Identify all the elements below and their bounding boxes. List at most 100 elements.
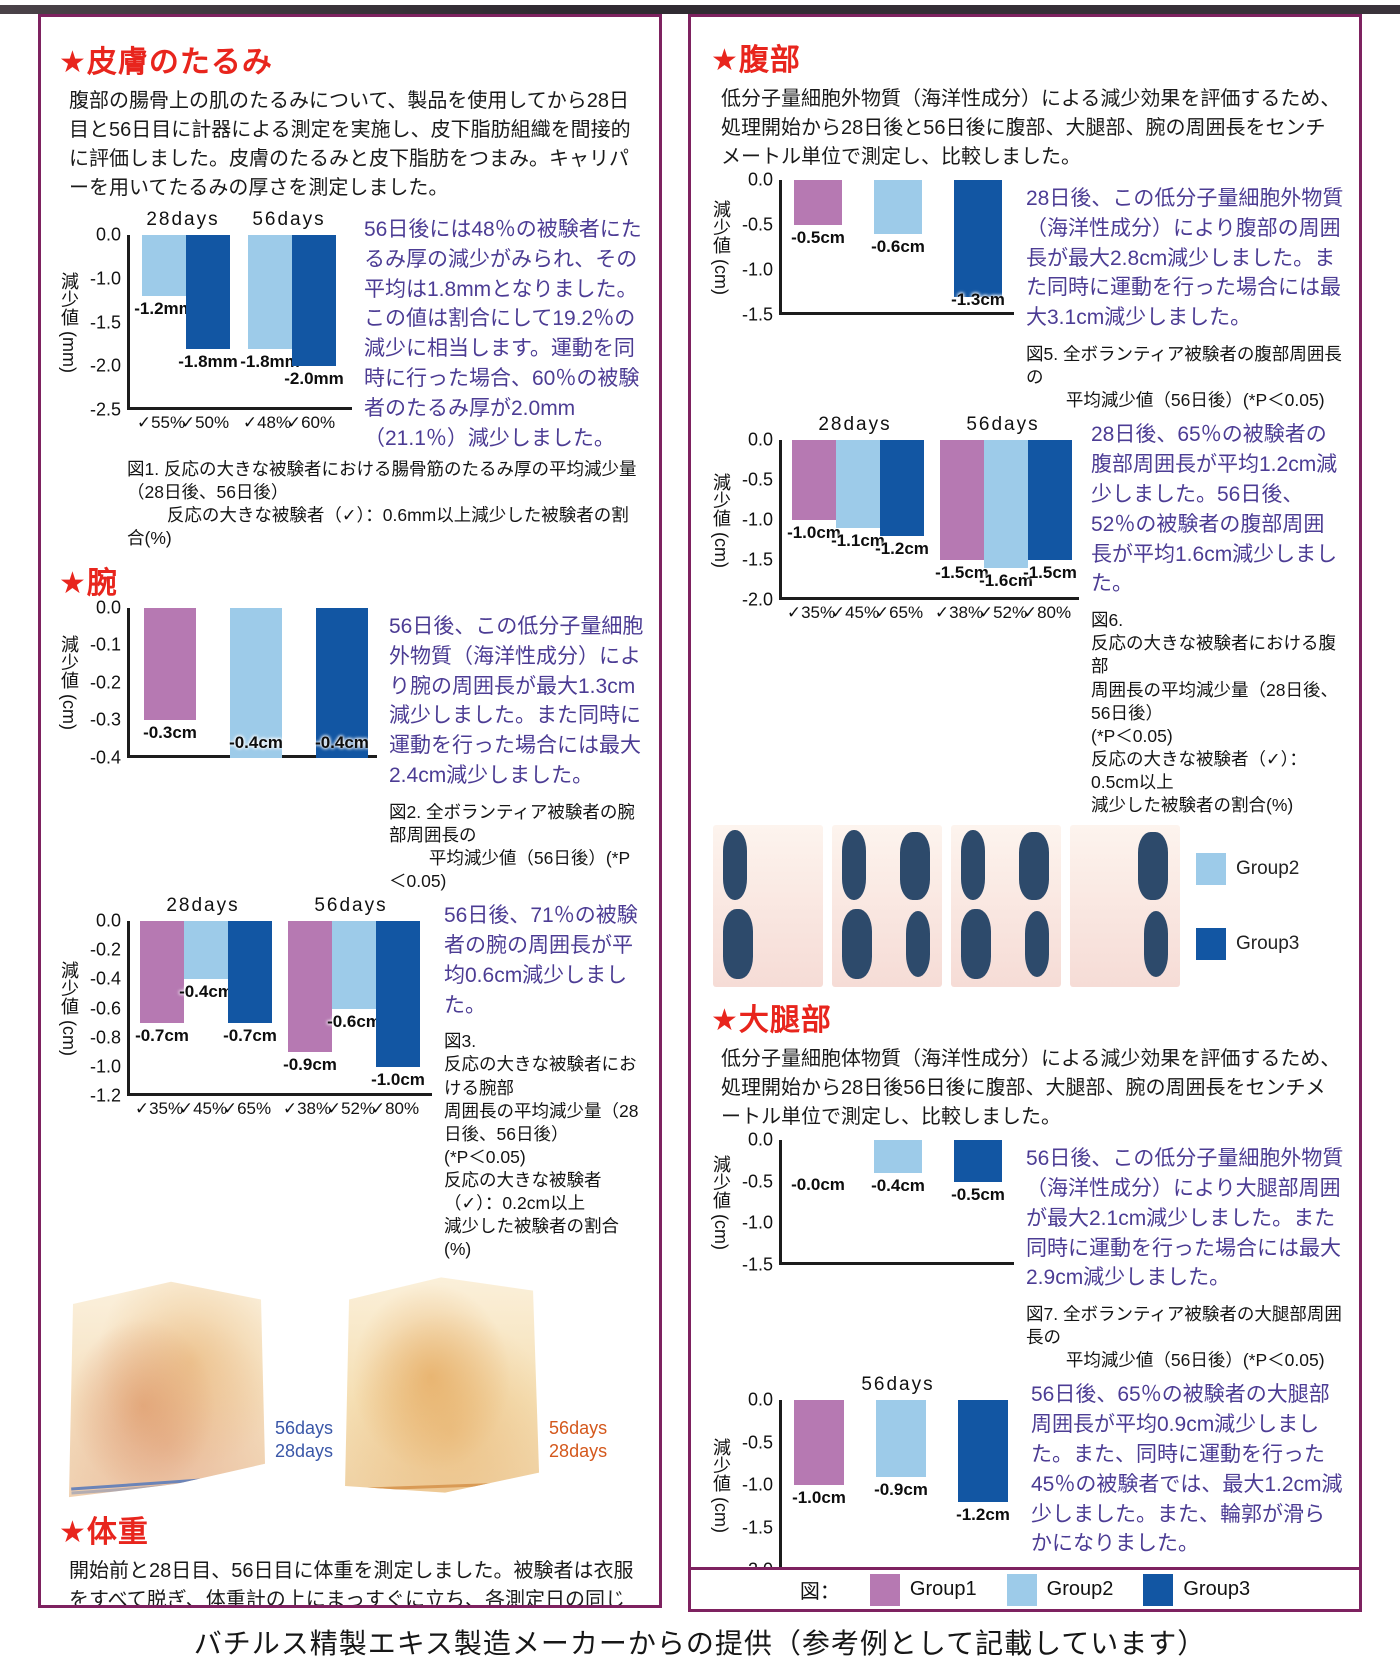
- chart-fig8-thigh-responders: 減少値 (cm)0.0-0.5-1.0-1.5-2.056days-1.0cm-…: [709, 1374, 1019, 1595]
- tick-label: -1.0: [741, 1474, 773, 1495]
- bar-value-label: -1.0cm: [371, 1069, 425, 1089]
- bar-group3: [316, 607, 368, 758]
- bar-group3: [228, 921, 272, 1024]
- bar-group2: [184, 921, 228, 980]
- tick-label: -2.0: [89, 355, 121, 376]
- tick-label: 0.0: [95, 224, 121, 245]
- fig2-text: 56日後、この低分子量細胞外物質（海洋性成分）により腕の周囲長が最大1.3cm減…: [389, 608, 645, 893]
- abdomen-silhouette-images: [713, 825, 1180, 988]
- bar-value-label: -0.9cm: [874, 1479, 928, 1499]
- chart-y-axis-label: 減少値 (cm): [59, 961, 79, 1057]
- tick-label: -1.0: [89, 1056, 121, 1077]
- tick-label: -0.8: [89, 1027, 121, 1048]
- tick-label: 0.0: [95, 910, 121, 931]
- fig2-caption: 図2. 全ボランティア被験者の腕部周囲長の 平均減少値（56日後）(*P＜0.0…: [389, 801, 635, 892]
- chart-plot-area: -0.0cm -0.4cm -0.5cm: [779, 1140, 1014, 1266]
- check-label: ✓48%: [242, 413, 292, 432]
- bar-value-label: -0.9cm: [283, 1055, 337, 1075]
- chart-group-label: 28days: [166, 895, 240, 917]
- bar-value-label: -1.2cm: [875, 539, 929, 559]
- tick-label: -0.1: [89, 634, 121, 655]
- tick-label: -1.0: [741, 509, 773, 530]
- chart-plot: -1.2mm -1.8mm -1.8mm -2.0mm: [127, 235, 352, 410]
- bar-value-label: -0.4cm: [871, 1176, 925, 1196]
- bar-group2: [984, 440, 1028, 569]
- chart-y-axis-label: 減少値 (cm): [711, 1155, 731, 1251]
- fig2-callout: 56日後、この低分子量細胞外物質（海洋性成分）により腕の周囲長が最大1.3cm減…: [389, 614, 644, 787]
- fig6-callout: 28日後、65％の被験者の腹部周囲長が平均1.2cm減少しました。56日後、52…: [1091, 423, 1338, 596]
- tick-label: -0.3: [89, 709, 121, 730]
- tick-label: -1.2: [89, 1085, 121, 1106]
- chart-check-row: ✓35% ✓45% ✓65% ✓38% ✓52% ✓80%: [779, 600, 1079, 625]
- abdomen-group-swatches: Group2 Group3: [1196, 825, 1299, 987]
- fig8-callout: 56日後、65％の被験者の大腿部周囲長が平均0.9cm減少しました。また、同時に…: [1031, 1383, 1343, 1556]
- bar-value-label: -1.1cm: [831, 531, 885, 551]
- tick-label: -1.5: [741, 304, 773, 325]
- chart-plot: -0.5cm -0.6cm -1.3cm: [779, 180, 1014, 315]
- bar-value-label: -2.0mm: [284, 369, 344, 389]
- scan-edge-strip: [0, 5, 1400, 14]
- bar-value-label: -0.6cm: [327, 1011, 381, 1031]
- chart-plot-area: 56days-1.0cm-0.9cm-1.2cm✓35%✓52%✓45%: [779, 1374, 1019, 1595]
- fig5-caption: 図5. 全ボランティア被験者の腹部周囲長の 平均減少値（56日後）(*P＜0.0…: [1026, 344, 1342, 411]
- bar-group3: [958, 1400, 1008, 1503]
- legend-item-group1: Group1: [869, 1573, 977, 1606]
- group3-color-swatch: [1143, 1573, 1174, 1606]
- group3-legend-item: Group3: [1196, 927, 1300, 960]
- chart-check-row: ✓35% ✓45% ✓65% ✓38% ✓52% ✓80%: [127, 1096, 432, 1121]
- tick-label: -1.0: [89, 268, 121, 289]
- chart-plot-area: 28days 56days -1.2mm -1.8mm -1.8mm -2.0mm ✓55%…: [127, 209, 352, 435]
- chart-y-axis-label: 減少値 (mm): [59, 272, 79, 373]
- bar-value-label: -0.7cm: [135, 1026, 189, 1046]
- chart-fig7-thigh-all-volunteers: 減少値 (cm) 0.0 -0.5 -1.0 -1.5 -0.0cm -0.4cm -0.5c…: [709, 1130, 1014, 1275]
- thigh-intro: 低分子量細胞体物質（海洋性成分）による減少効果を評価するため、処理開始から28日…: [721, 1048, 1341, 1129]
- chart-plot-area: -0.3cm -0.4cm -0.4cm: [127, 607, 377, 758]
- tick-label: -1.5: [741, 1254, 773, 1275]
- tick-label: 0.0: [747, 429, 773, 450]
- bar-group1: [140, 921, 184, 1024]
- section-title-arm: ★腕: [59, 566, 118, 600]
- check-label: ✓35%: [786, 603, 836, 623]
- bar-value-label: -0.5cm: [951, 1184, 1005, 1204]
- check-label: ✓55%: [136, 413, 186, 432]
- tick-label: -0.2: [89, 939, 121, 960]
- chart-plot-area: -0.5cm -0.6cm -1.3cm: [779, 180, 1014, 315]
- chart-plot-area: 28days 56days -0.7cm -0.4cm -0.7cm -0.9cm -0.6…: [127, 895, 432, 1121]
- check-label: ✓52%: [326, 1099, 376, 1119]
- chart-y-axis-label: 減少値 (cm): [711, 472, 731, 568]
- legend-item-group3: Group3: [1143, 1573, 1250, 1606]
- tick-label: -0.4: [89, 968, 121, 989]
- bar-group2: [230, 607, 282, 758]
- chart-fig2-arm-all-volunteers: 減少値 (cm) 0.0 -0.1 -0.2 -0.3 -0.4 -0.3cm -0.4cm -…: [57, 597, 377, 767]
- chart-group-headers: 28days 56days: [779, 414, 1079, 440]
- group3-label: Group3: [1236, 932, 1300, 954]
- arm-thermal-image-left: [69, 1281, 265, 1498]
- bar-group1: [794, 1400, 844, 1486]
- bar-value-label: -0.6cm: [871, 237, 925, 256]
- check-label: ✓50%: [180, 413, 230, 432]
- bar-value-label: -1.0cm: [792, 1488, 846, 1508]
- bar-value-label: -1.2cm: [956, 1505, 1010, 1525]
- fig6-text: 28日後、65％の被験者の腹部周囲長が平均1.2cm減少しました。56日後、52…: [1091, 416, 1345, 817]
- check-label: ✓35%: [134, 1099, 184, 1119]
- check-label: ✓38%: [282, 1099, 332, 1119]
- fig1-row: 減少値 (mm) 0.0 -1.0 -1.5 -2.0 -2.5 28days 56days -…: [57, 209, 645, 454]
- chart-tick-labels: 0.0 -0.5 -1.0 -1.5: [733, 1130, 779, 1275]
- chart-y-axis-label: 減少値 (cm): [711, 1437, 731, 1533]
- check-label: ✓52%: [978, 603, 1028, 623]
- group3-color-swatch: [1196, 927, 1226, 960]
- bar-group2: [874, 180, 922, 234]
- chart-fig6-abdomen-responders: 減少値 (cm) 0.0 -0.5 -1.0 -1.5 -2.0 28days 56days -…: [709, 414, 1079, 625]
- bar-value-label: -1.8mm: [178, 351, 238, 371]
- chart-group-headers: 28days 56days: [127, 209, 352, 235]
- bar-group3: [954, 1140, 1002, 1182]
- bar-group3: [880, 440, 924, 537]
- abdomen-silhouette-tile: [713, 825, 823, 988]
- fig1-callout: 56日後には48％の被験者にたるみ厚の減少がみられ、その平均は1.8mmとなりま…: [364, 218, 642, 450]
- chart-plot-area: 28days 56days -1.0cm -1.1cm -1.2cm -1.5cm -1.6…: [779, 414, 1079, 625]
- tick-label: -0.5: [741, 1171, 773, 1192]
- bar-group1: [792, 440, 836, 521]
- chart-fig1-sagging-responders: 減少値 (mm) 0.0 -1.0 -1.5 -2.0 -2.5 28days 56days -…: [57, 209, 352, 435]
- bar-value-label: -0.4cm: [179, 982, 233, 1002]
- bar-value-label: -1.6cm: [979, 571, 1033, 591]
